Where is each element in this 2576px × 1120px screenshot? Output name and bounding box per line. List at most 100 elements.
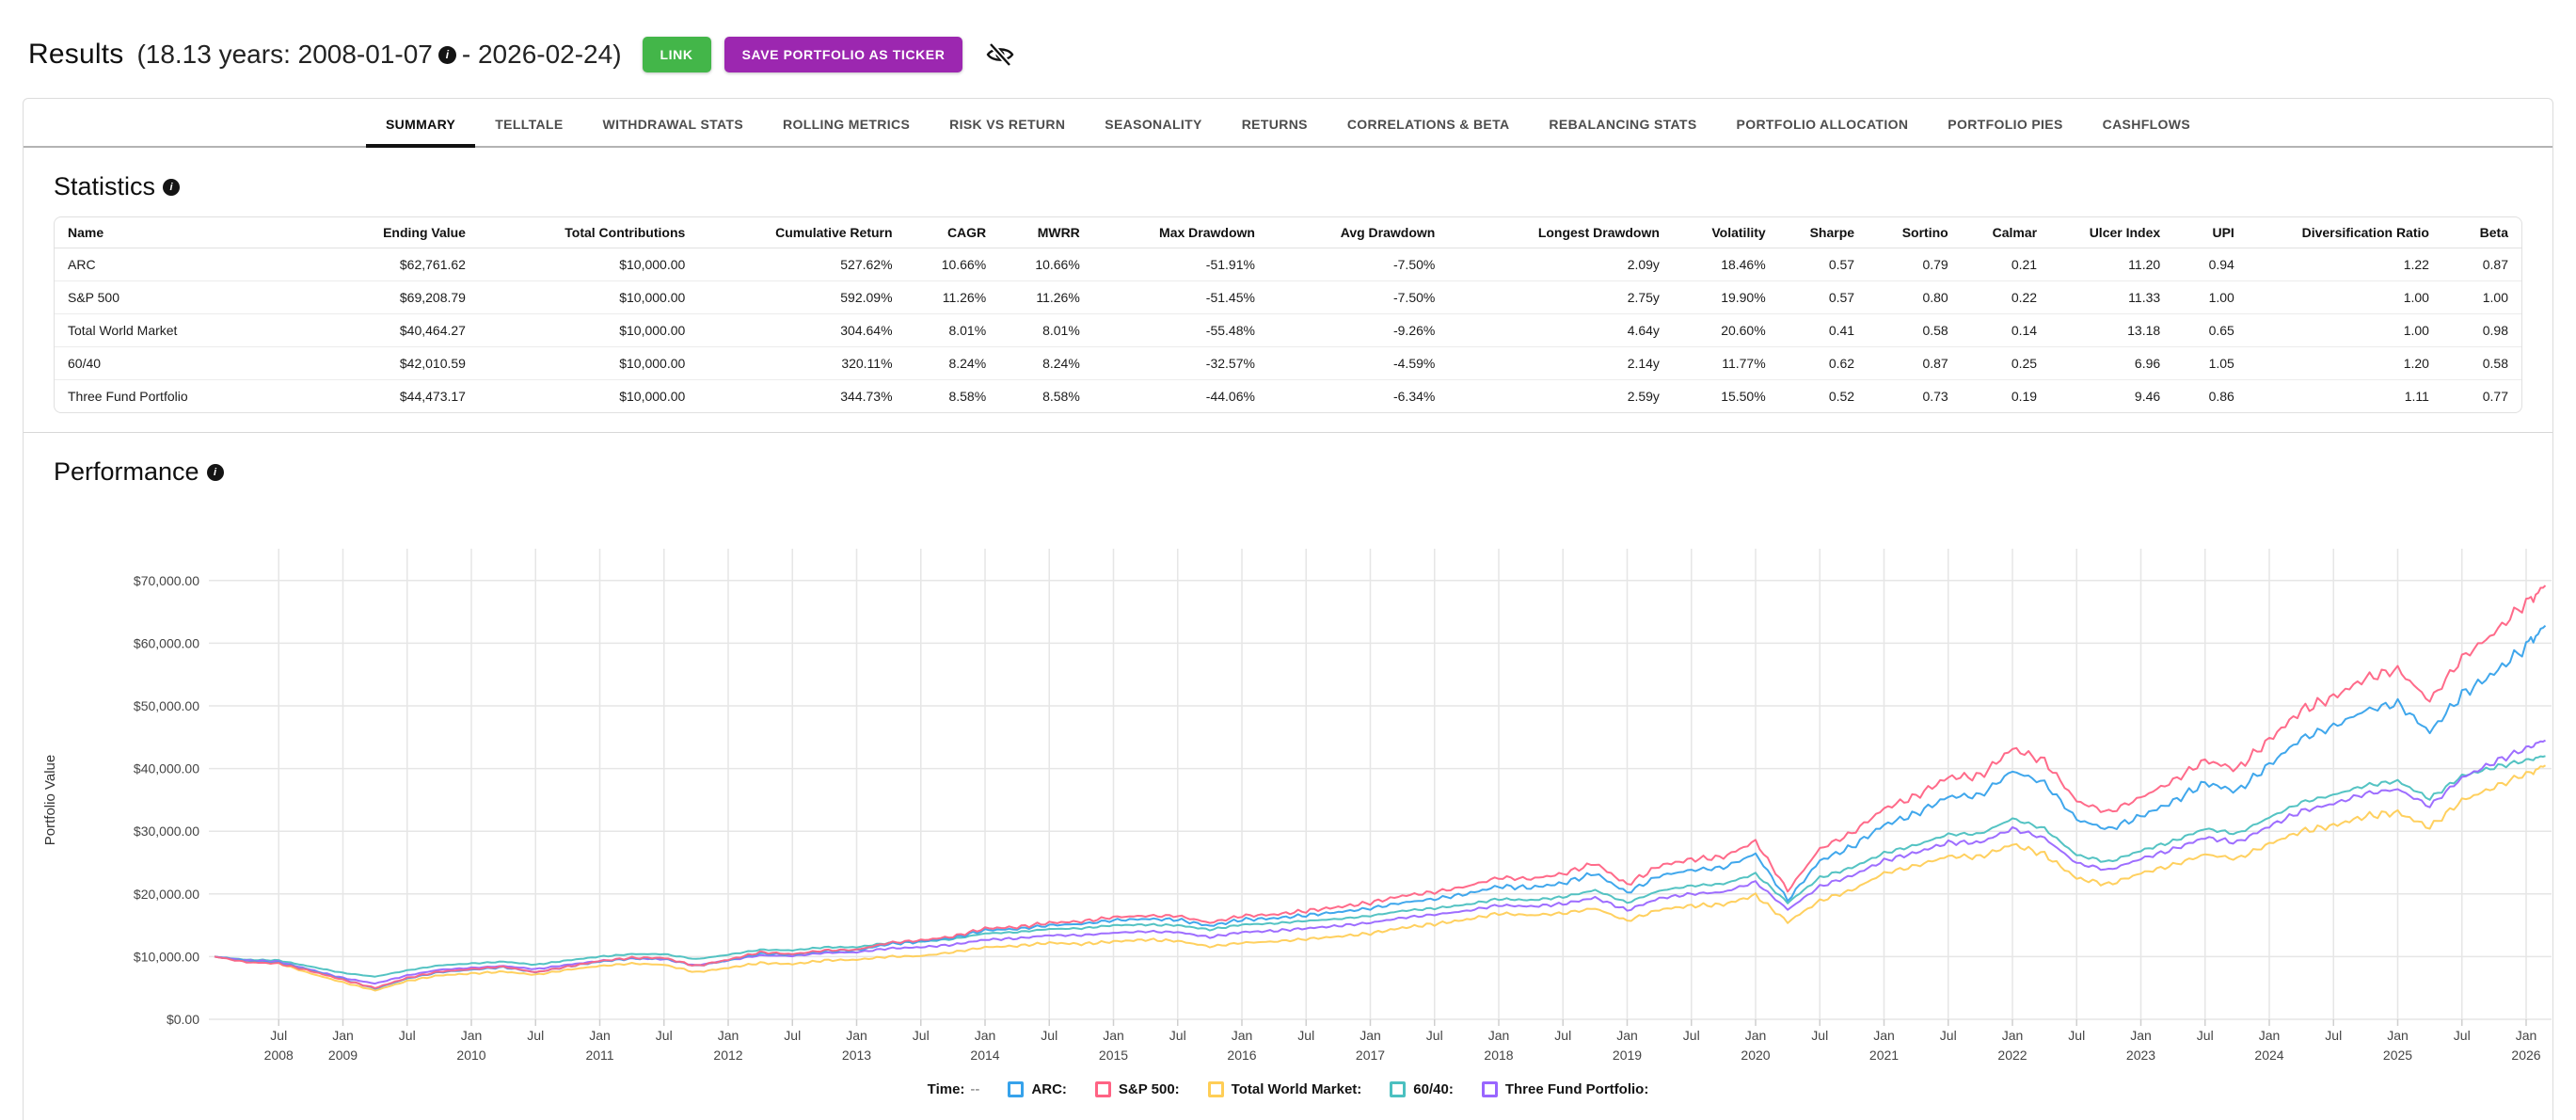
- tab-withdrawal-stats[interactable]: WITHDRAWAL STATS: [602, 117, 744, 132]
- stat-value: -4.59%: [1267, 346, 1449, 380]
- stat-value: 0.14: [1961, 313, 2051, 347]
- tab-portfolio-pies[interactable]: PORTFOLIO PIES: [1948, 117, 2063, 132]
- stat-value: 0.52: [1828, 389, 1855, 404]
- portfolio-name: ARC: [55, 248, 284, 281]
- x-tick-year-label: 2008: [264, 1048, 294, 1063]
- tab-rolling-metrics[interactable]: ROLLING METRICS: [783, 117, 911, 132]
- statistics-info-icon[interactable]: i: [163, 178, 181, 196]
- performance-chart-svg: $0.00 $10,000.00 $20,000.00 $30,000.00 $40,0…: [42, 549, 2552, 1063]
- stat-value: 11.33: [2050, 280, 2174, 314]
- info-icon[interactable]: i: [437, 45, 456, 64]
- tab-portfolio-allocation[interactable]: PORTFOLIO ALLOCATION: [1736, 117, 1909, 132]
- stat-value: 304.64%: [698, 313, 906, 347]
- y-tick-label: $60,000.00: [134, 635, 199, 650]
- y-tick-label: $50,000.00: [134, 698, 199, 713]
- section-divider: [24, 432, 2552, 433]
- stat-value: 10.66%: [905, 248, 1000, 281]
- visibility-off-icon[interactable]: [985, 40, 1015, 70]
- column-header-beta: Beta: [2441, 217, 2521, 248]
- series-line-arc: [214, 625, 2547, 990]
- tab-telltale[interactable]: TELLTALE: [495, 117, 564, 132]
- column-header-name: Name: [55, 217, 284, 248]
- tab-returns[interactable]: RETURNS: [1241, 117, 1308, 132]
- column-header-calmar: Calmar: [1961, 217, 2051, 248]
- y-axis-title: Portfolio Value: [42, 755, 58, 845]
- x-tick-year-label: 2015: [1099, 1048, 1128, 1063]
- stat-value: 15.50%: [1721, 389, 1766, 404]
- tab-rebalancing-stats[interactable]: REBALANCING STATS: [1549, 117, 1697, 132]
- x-tick-label: Jan: [2002, 1028, 2024, 1043]
- column-header-diversification-ratio: Diversification Ratio: [2247, 217, 2442, 248]
- column-header-cumulative-return: Cumulative Return: [698, 217, 906, 248]
- stat-value: -7.50%: [1267, 248, 1449, 281]
- x-tick-label: Jan: [1616, 1028, 1638, 1043]
- summary-content: Statistics i Name Ending Value Total Contr…: [24, 172, 2552, 1107]
- performance-chart[interactable]: $0.00 $10,000.00 $20,000.00 $30,000.00 $40,0…: [42, 492, 2552, 1076]
- tab-bar: SUMMARY TELLTALE WITHDRAWAL STATS ROLLING M…: [24, 99, 2552, 148]
- legend-swatch-three-fund-portfolio: [1481, 1081, 1498, 1097]
- column-header-sortino: Sortino: [1868, 217, 1962, 248]
- link-button[interactable]: LINK: [642, 37, 711, 72]
- column-header-avg-drawdown: Avg Drawdown: [1267, 217, 1449, 248]
- stat-value: $40,464.27: [283, 313, 479, 347]
- stat-value: 11.26%: [999, 280, 1093, 314]
- stat-value: $10,000.00: [478, 313, 699, 347]
- stat-value: 0.41: [1778, 313, 1868, 347]
- stat-value: -55.48%: [1092, 313, 1268, 347]
- x-tick-year-label: 2024: [2254, 1048, 2283, 1063]
- legend-item-arc[interactable]: ARC:: [1008, 1081, 1067, 1097]
- tab-risk-vs-return[interactable]: RISK VS RETURN: [949, 117, 1066, 132]
- x-tick-label: Jul: [2325, 1028, 2342, 1043]
- x-tick-year-label: 2012: [713, 1048, 742, 1063]
- table-row-three-fund-portfolio: Three Fund Portfolio $44,473.17 $10,000.00…: [55, 380, 2521, 413]
- save-portfolio-as-ticker-button[interactable]: SAVE PORTFOLIO AS TICKER: [724, 37, 963, 72]
- performance-heading: Performance i: [54, 457, 2522, 487]
- stat-value: 0.25: [1961, 346, 2051, 380]
- stat-value: 0.65: [2173, 313, 2248, 347]
- legend-item-s-p-500[interactable]: S&P 500:: [1094, 1081, 1180, 1097]
- results-card: SUMMARY TELLTALE WITHDRAWAL STATS ROLLING M…: [23, 98, 2553, 1120]
- x-tick-year-label: 2026: [2511, 1048, 2540, 1063]
- x-tick-label: Jan: [2516, 1028, 2537, 1043]
- legend-item-total-world-market[interactable]: Total World Market:: [1207, 1081, 1361, 1097]
- x-tick-label: Jan: [718, 1028, 739, 1043]
- stat-value: 8.01%: [905, 313, 1000, 347]
- x-tick-label: Jul: [1940, 1028, 1957, 1043]
- x-tick-label: Jul: [656, 1028, 673, 1043]
- x-tick-label: Jan: [589, 1028, 611, 1043]
- legend-item-60-40[interactable]: 60/40:: [1390, 1081, 1454, 1097]
- legend-time-label: Time:: [927, 1081, 965, 1097]
- portfolio-name: Total World Market: [55, 313, 284, 347]
- legend-swatch-total-world-market: [1207, 1081, 1224, 1097]
- series-line-60-40: [214, 755, 2546, 978]
- stat-value: 1.22: [2247, 248, 2442, 281]
- legend-label: Three Fund Portfolio:: [1504, 1081, 1649, 1097]
- stat-value: 1.00: [2441, 280, 2521, 314]
- stat-value: 592.09%: [698, 280, 906, 314]
- stat-value: -44.06%: [1205, 389, 1255, 404]
- x-tick-label: Jul: [1811, 1028, 1828, 1043]
- x-tick-label: Jul: [784, 1028, 801, 1043]
- tab-summary[interactable]: SUMMARY: [365, 101, 476, 148]
- date-range-end: - 2026-02-24): [461, 40, 622, 69]
- tab-cashflows[interactable]: CASHFLOWS: [2102, 117, 2191, 132]
- performance-info-icon[interactable]: i: [206, 463, 224, 481]
- x-tick-label: Jan: [461, 1028, 483, 1043]
- legend-label: 60/40:: [1413, 1081, 1454, 1097]
- stat-value: 10.66%: [999, 248, 1093, 281]
- column-header-total-contributions: Total Contributions: [478, 217, 699, 248]
- statistics-table-wrap: Name Ending Value Total Contributions Cumul…: [54, 216, 2522, 413]
- stat-value: 0.87: [1868, 346, 1962, 380]
- y-tick-label: $30,000.00: [134, 824, 199, 839]
- table-header-row: Name Ending Value Total Contributions Cumul…: [55, 217, 2521, 248]
- legend-time: Time: --: [928, 1081, 980, 1097]
- legend-item-three-fund-portfolio[interactable]: Three Fund Portfolio:: [1481, 1081, 1649, 1097]
- x-tick-label: Jul: [2068, 1028, 2085, 1043]
- stat-value: -7.50%: [1267, 280, 1449, 314]
- column-header-ulcer-index: Ulcer Index: [2050, 217, 2174, 248]
- tab-correlations-beta[interactable]: CORRELATIONS & BETA: [1346, 117, 1510, 132]
- stat-value: 0.62: [1778, 346, 1868, 380]
- tab-seasonality[interactable]: SEASONALITY: [1105, 117, 1202, 132]
- x-tick-year-label: 2020: [1741, 1048, 1770, 1063]
- stat-value: $10,000.00: [478, 248, 699, 281]
